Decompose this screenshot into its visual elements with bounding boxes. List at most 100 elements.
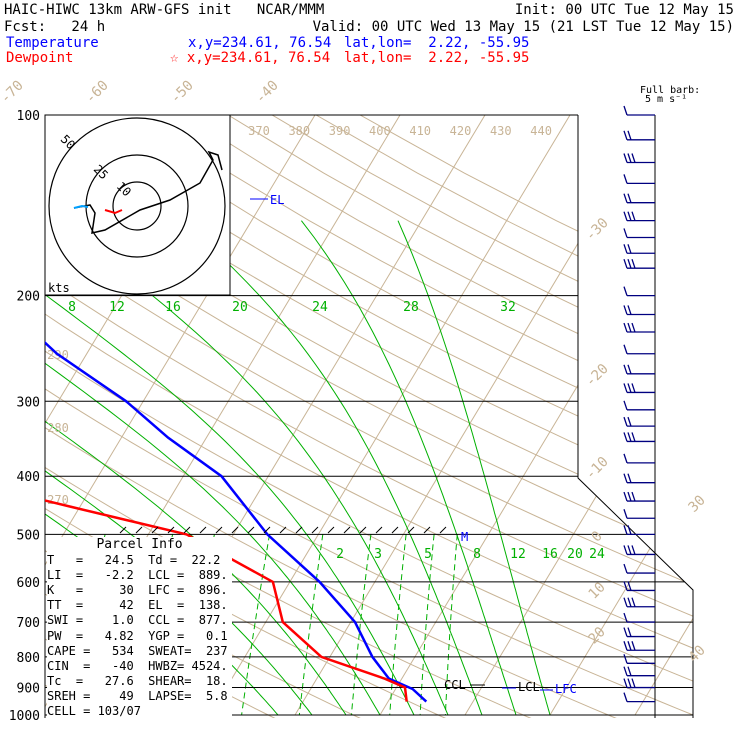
moist-adiabat-line [56,220,449,716]
wind-barb-feather [623,305,628,315]
pressure-tick-label: 400 [17,470,40,485]
hatch-mark [311,526,319,534]
wind-barb-feather [627,597,632,607]
dry-adiabat-line [95,115,693,718]
hodograph-trace-lowlevel [73,204,89,209]
wind-barb-feather [631,383,636,393]
hatch-mark [183,526,191,534]
parcel-info-row: CELL = 103/07 [47,704,141,719]
pressure-tick-label: 100 [17,109,40,124]
dry-adiabat-line [45,115,693,718]
wind-barb-feather [623,258,628,269]
wind-barb-feather [623,692,628,702]
wind-barb-feather [631,153,636,163]
wind-barb-feather [627,641,632,651]
wind-barb-feather [623,344,628,354]
hodograph-storm-motion [104,209,123,215]
dry-adiabat-line [45,115,693,718]
hatch-mark [391,526,399,534]
parcel-info-row: SREH = 49 LAPSE= 5.8 [47,688,228,703]
isotherm-label: 0 [589,528,606,545]
init-time: Init: 00 UTC Tue 12 May 15 [514,2,734,18]
moist-adiabat-label: 28 [403,300,419,315]
wind-barb-feather [627,666,632,676]
wind-barb-feather [623,545,628,555]
wind-barb-feather [631,641,636,651]
parcel-info-panel: Parcel Info T = 24.5 Td = 22.2 LI = -2.2 … [47,537,232,727]
wind-barb-feather [623,678,628,688]
wind-barb-feather [623,228,628,238]
temperature-legend: Temperature [6,35,99,51]
moist-adiabat-line [397,220,551,716]
dry-adiabat-line [45,115,693,718]
mixing-ratio-line [241,534,270,716]
isotherm-label: -60 [83,78,112,107]
wind-barb-feather [627,678,632,688]
mixing-ratio-label: 24 [589,547,605,562]
mixing-ratio-label: 2 [336,547,344,562]
hatch-mark [407,526,415,534]
isotherm-label: 10 [586,579,609,602]
wind-barb-feather [627,383,632,393]
isotherm-label: -40 [253,78,282,107]
sounding-profiles [45,115,428,703]
pressure-tick-label: 1000 [9,709,40,724]
wind-barb-feather [631,432,636,442]
mixing-ratio-label: 5 [424,547,432,562]
el-label: EL [270,193,284,207]
mixing-ratio-label: 16 [542,547,558,562]
moist-adiabat-line [45,220,381,716]
hodograph-trace [73,150,223,234]
theta-e-label: 440 [530,124,552,138]
moist-adiabat-line [45,220,415,716]
wind-barb-feather [627,416,632,427]
wind-barb-feather [627,322,632,333]
wind-barb-feather [627,432,632,442]
isotherm-line [549,115,693,716]
mixing-ratio-line [351,534,372,716]
wind-barb-feather [627,525,632,535]
hatch-mark [247,526,255,534]
wind-barb-feather [627,364,632,375]
isotherm-label: -20 [583,361,612,390]
hatch-mark [231,526,239,534]
moist-adiabat-line [301,220,517,716]
lcl-label: LCL [518,680,540,694]
theta-e-label: 420 [450,124,472,138]
parcel-info-row: CIN = -40 HWBZ= 4524. [47,658,228,673]
moist-adiabat-label: 16 [165,300,181,315]
dewpoint-profile-line [45,115,408,702]
parcel-info-title: Parcel Info [96,537,183,552]
wind-barb-feather [623,364,628,375]
hodograph-ring [48,117,226,295]
mixing-ratio-line [444,534,458,716]
temperature-xy: x,y=234.61, 76.54 [188,35,332,51]
parcel-info-row: K = 30 LFC = 896. [47,583,228,598]
moist-adiabat-label: 32 [500,300,516,315]
hatch-mark [135,526,143,534]
dry-adiabat-line [45,115,693,718]
dry-adiabat-line [0,115,36,728]
pressure-tick-label: 500 [17,528,40,543]
isotherm-line [634,115,693,716]
wind-barb-feather [623,105,628,116]
wind-barb-feather [627,473,632,483]
hatch-mark [119,526,127,534]
dry-adiabat-line [45,115,693,718]
mixing-ratio-label: 3 [374,547,382,562]
moist-adiabat-line [180,220,483,716]
wind-barb-feather [623,400,628,411]
pressure-tick-label: 900 [17,682,40,697]
hatch-mark [215,526,223,534]
wind-barb-feather [623,383,628,393]
mixing-ratio-line [419,534,435,716]
wind-barb-feather [623,193,628,203]
hatch-mark [295,526,303,534]
dry-adiabat-line [45,115,639,718]
dry-adiabat-line [51,115,693,718]
wind-barb-feather [623,473,628,483]
wind-barb-feather [627,258,632,269]
moist-adiabat-label: 20 [232,300,248,315]
hodograph-units-label: kts [48,281,70,295]
